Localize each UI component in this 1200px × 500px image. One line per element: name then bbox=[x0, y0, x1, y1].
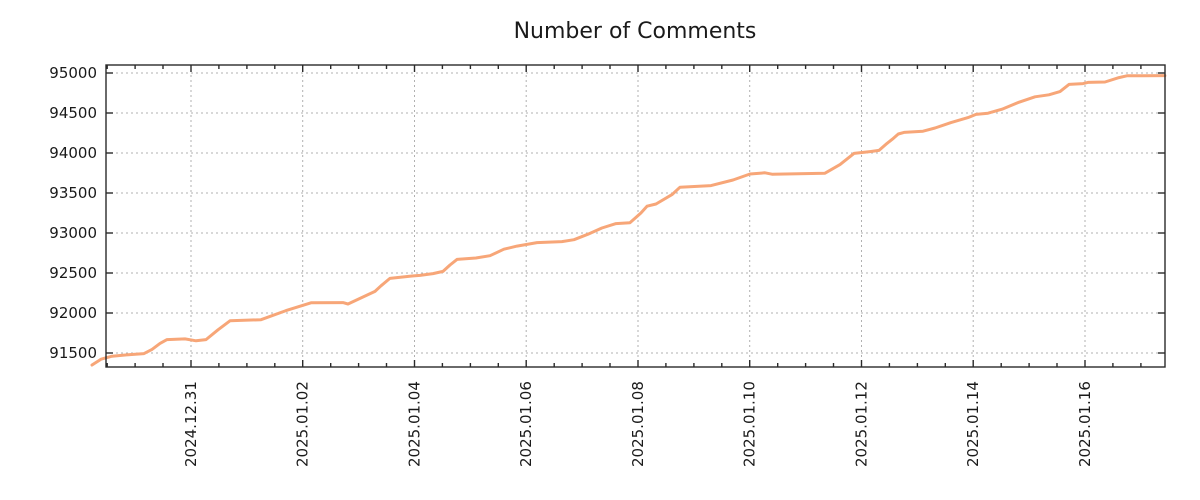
y-tick-label: 92000 bbox=[49, 304, 97, 322]
x-tick-label: 2025.01.10 bbox=[741, 381, 759, 467]
x-tick-label: 2025.01.02 bbox=[294, 381, 312, 467]
axes-layer bbox=[105, 64, 1166, 368]
y-tick-label: 93000 bbox=[49, 224, 97, 242]
y-tick-label: 91500 bbox=[49, 344, 97, 362]
y-tick-label: 92500 bbox=[49, 264, 97, 282]
y-tick-label: 95000 bbox=[49, 64, 97, 82]
y-tick-label: 93500 bbox=[49, 184, 97, 202]
y-tick-label: 94000 bbox=[49, 144, 97, 162]
x-tick-label: 2025.01.06 bbox=[517, 381, 535, 467]
series-line-number-of-comments bbox=[90, 74, 1167, 367]
series-layer bbox=[90, 74, 1167, 367]
axis-labels-layer: 91500 92000 92500 93000 93500 94000 94500 95000… bbox=[49, 64, 1094, 467]
x-tick-label: 2025.01.04 bbox=[406, 381, 424, 467]
x-tick-label: 2024.12.31 bbox=[182, 381, 200, 467]
chart-title: Number of Comments bbox=[514, 19, 757, 44]
x-tick-label: 2025.01.12 bbox=[853, 381, 871, 467]
x-tick-label: 2025.01.14 bbox=[964, 381, 982, 467]
plot-border bbox=[105, 64, 1166, 368]
y-tick-label: 94500 bbox=[49, 104, 97, 122]
x-tick-label: 2025.01.16 bbox=[1076, 381, 1094, 467]
x-tick-label: 2025.01.08 bbox=[629, 381, 647, 467]
